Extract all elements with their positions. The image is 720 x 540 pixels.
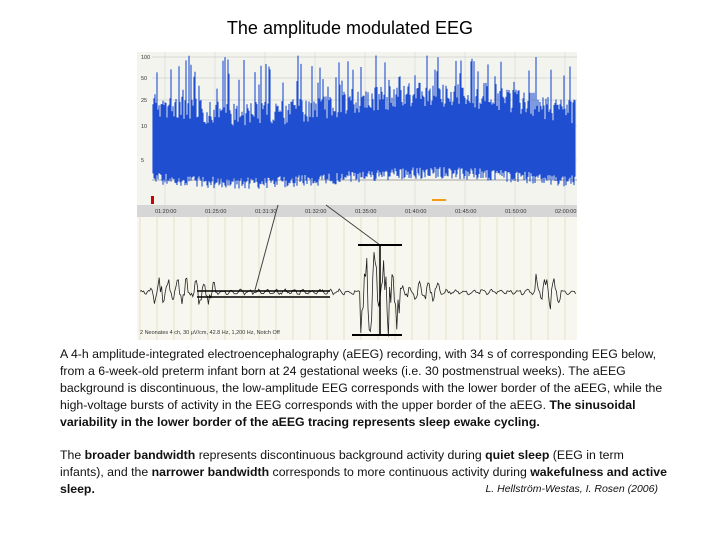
time-label: 01:35:00	[355, 209, 376, 215]
scale-label: 5	[141, 158, 144, 164]
zoom-line	[254, 204, 279, 291]
caption-run: The sinusoidal variability in the lower …	[60, 398, 636, 429]
time-label: 01:50:00	[505, 209, 526, 215]
caption-run: A 4-h amplitude-integrated electroenceph…	[60, 347, 663, 412]
caption-run: wakefulness and active sleep.	[60, 465, 667, 496]
event-mark	[432, 199, 446, 201]
caption-run: (EEG in term infants), and the	[60, 448, 624, 479]
caption-paragraph: The broader bandwidth represents discont…	[60, 447, 670, 498]
scale-label: 25	[141, 98, 147, 104]
eeg-panel	[137, 217, 577, 340]
event-mark	[151, 196, 154, 204]
caption-run: broader bandwidth	[84, 448, 196, 462]
recording-info: 2 Neonates 4 ch, 30 µV/cm, 42.8 Hz, 1,20…	[140, 330, 280, 336]
zoom-line	[325, 204, 381, 246]
time-label: 01:40:00	[405, 209, 426, 215]
caption-run: represents discontinuous background acti…	[195, 448, 486, 462]
scale-label: 100	[141, 55, 150, 61]
time-label: 02:00:00	[555, 209, 576, 215]
citation: L. Hellström-Westas, I. Rosen (2006)	[485, 483, 658, 495]
time-label: 01:45:00	[455, 209, 476, 215]
aeeg-band	[152, 55, 576, 189]
caption-paragraph: A 4-h amplitude-integrated electroenceph…	[60, 346, 670, 431]
eeg-trace	[139, 252, 576, 337]
time-label: 01:25:00	[205, 209, 226, 215]
time-label: 01:31:30	[255, 209, 276, 215]
caption-run: corresponds to more continuous activity …	[269, 465, 531, 479]
caption-run: The	[60, 448, 85, 462]
slide-title: The amplitude modulated EEG	[226, 18, 474, 38]
time-label: 01:32:00	[305, 209, 326, 215]
time-strip	[137, 205, 577, 217]
scale-label: 10	[141, 124, 147, 130]
caption-run: quiet sleep	[485, 448, 550, 462]
caption-run: narrower bandwidth	[151, 465, 270, 479]
time-label: 01:20:00	[155, 209, 176, 215]
scale-label: 50	[141, 76, 147, 82]
